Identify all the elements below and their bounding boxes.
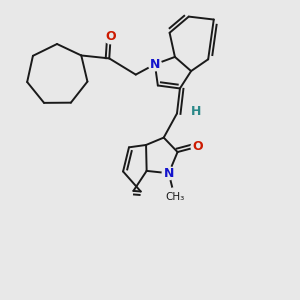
Text: H: H	[191, 106, 201, 118]
Circle shape	[191, 107, 201, 117]
Text: O: O	[105, 30, 116, 43]
Circle shape	[166, 188, 183, 206]
Circle shape	[148, 58, 161, 71]
Circle shape	[103, 29, 118, 44]
Text: N: N	[150, 58, 160, 71]
Circle shape	[162, 167, 175, 180]
Circle shape	[191, 140, 204, 153]
Text: CH₃: CH₃	[165, 192, 184, 202]
Text: O: O	[192, 140, 203, 153]
Text: N: N	[164, 167, 174, 180]
